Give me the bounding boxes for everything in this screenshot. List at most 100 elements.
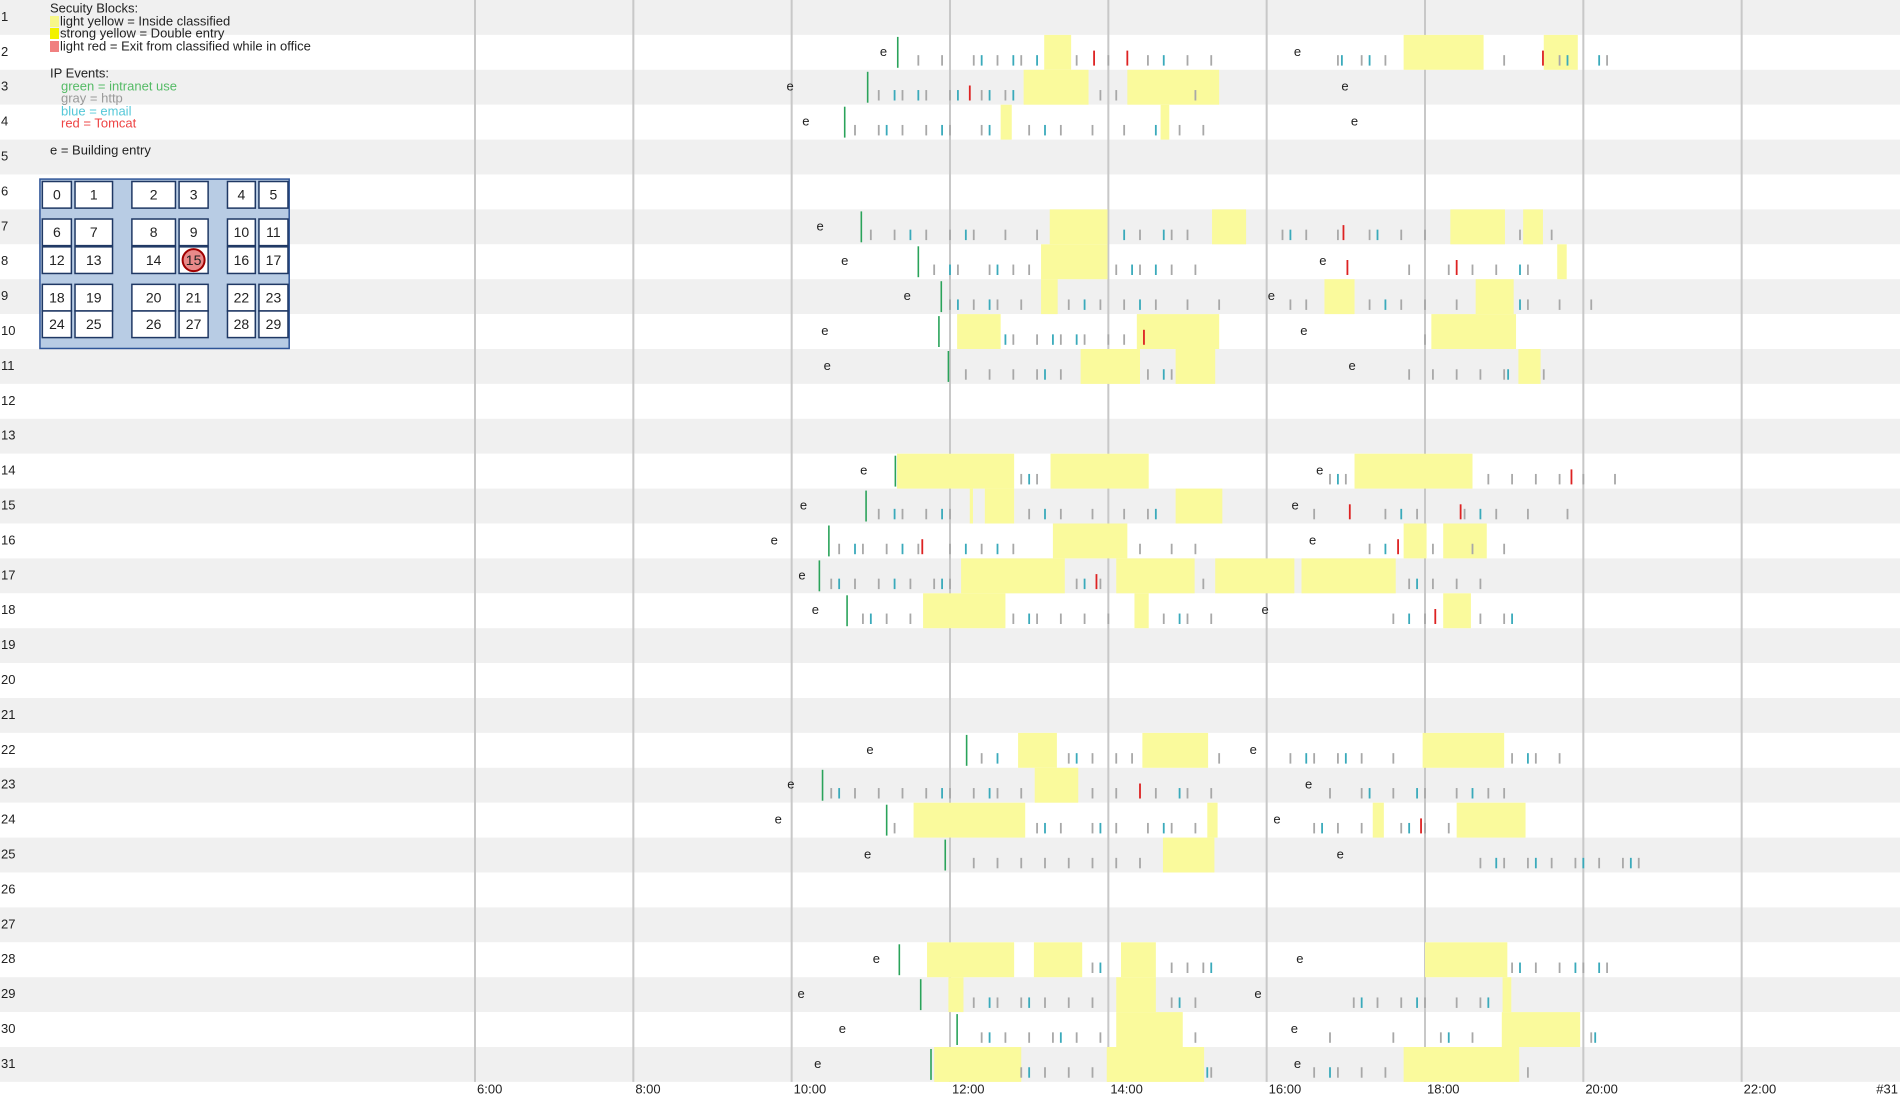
- security-block: [1041, 244, 1108, 280]
- security-block: [1116, 558, 1195, 594]
- building-entry: e: [1300, 323, 1307, 338]
- security-block: [1023, 69, 1089, 105]
- building-entry: e: [880, 44, 887, 59]
- labels: 1234567891011121314151617181920212223242…: [1, 9, 1898, 1096]
- building-entry: e: [798, 986, 805, 1001]
- row-label: 11: [1, 358, 15, 373]
- building-entry: e: [1319, 253, 1326, 268]
- row-label: 21: [1, 707, 15, 722]
- room: [131, 283, 177, 312]
- room-label: 9: [190, 224, 198, 240]
- room-label: 26: [146, 316, 162, 332]
- building-entry: e: [841, 253, 848, 268]
- building-entry: e: [1337, 846, 1344, 861]
- security-block: [1000, 104, 1012, 140]
- room: [131, 310, 177, 339]
- room: [131, 218, 177, 247]
- legend-item: light red = Exit from classified while i…: [60, 38, 311, 53]
- x-tick-label: 22:00: [1744, 1081, 1777, 1096]
- security-block: [969, 488, 973, 524]
- row-label: 18: [1, 602, 15, 617]
- legend-item: green = intranet use: [61, 78, 177, 93]
- room: [74, 310, 114, 339]
- building-entry: e: [786, 79, 793, 94]
- room: [226, 218, 257, 247]
- room-label: 15: [186, 252, 202, 268]
- room-label: 5: [270, 187, 278, 203]
- row-label: 10: [1, 323, 15, 338]
- room: [178, 180, 209, 209]
- room: [131, 180, 177, 209]
- legend-swatch: [50, 16, 59, 27]
- room-label: 3: [190, 187, 198, 203]
- building-entry: e: [798, 567, 805, 582]
- legend-item: strong yellow = Double entry: [60, 25, 225, 40]
- room-label: 12: [49, 252, 65, 268]
- building-entry: e: [800, 497, 807, 512]
- security-block: [1403, 1047, 1520, 1082]
- building-entry: e: [1316, 463, 1323, 478]
- building-entry: e: [821, 323, 828, 338]
- row-label: 16: [1, 532, 15, 547]
- building-entry: e: [824, 358, 831, 373]
- end-label: #31: [1876, 1081, 1898, 1096]
- room: [74, 283, 114, 312]
- row-label: 19: [1, 637, 15, 652]
- row-label: 9: [1, 288, 8, 303]
- building-entry: e: [1292, 497, 1299, 512]
- legend-item: blue = email: [61, 103, 132, 118]
- x-tick-label: 18:00: [1427, 1081, 1460, 1096]
- room-label: 23: [266, 289, 282, 305]
- x-tick-label: 16:00: [1269, 1081, 1302, 1096]
- security-block: [1116, 977, 1156, 1013]
- room: [41, 180, 73, 209]
- room-label: 7: [90, 224, 98, 240]
- room-label: 20: [146, 289, 162, 305]
- row-label: 26: [1, 881, 15, 896]
- room-label: 22: [234, 289, 250, 305]
- room: [258, 246, 289, 275]
- row-label: 22: [1, 742, 15, 757]
- row-label: 3: [1, 79, 8, 94]
- row-label: 13: [1, 428, 15, 443]
- building-entry: e: [802, 114, 809, 129]
- security-block: [896, 453, 1015, 489]
- building-entry: e: [1254, 986, 1261, 1001]
- security-block: [1450, 209, 1505, 245]
- row-label: 30: [1, 1021, 15, 1036]
- room: [226, 246, 257, 275]
- row-label: 1: [1, 9, 8, 24]
- security-block: [1557, 244, 1567, 280]
- security-block: [1425, 942, 1508, 978]
- legend-item: light yellow = Inside classified: [60, 13, 230, 28]
- legend-note: e = Building entry: [50, 142, 151, 157]
- security-block: [1049, 209, 1108, 245]
- legend-swatch: [50, 41, 59, 52]
- security-block: [961, 558, 1065, 594]
- security-block: [927, 942, 1015, 978]
- security-block: [1116, 1012, 1183, 1047]
- security-block: [1121, 942, 1156, 978]
- security-block: [1475, 279, 1514, 315]
- building-entry: e: [1349, 358, 1356, 373]
- room-label: 0: [53, 187, 61, 203]
- row-label: 31: [1, 1056, 15, 1071]
- security-block: [1354, 453, 1473, 489]
- room-label: 28: [234, 316, 250, 332]
- row-label: 12: [1, 393, 15, 408]
- security-block: [1033, 942, 1083, 978]
- building-entry: e: [775, 812, 782, 827]
- security-block: [1443, 523, 1487, 559]
- room: [74, 218, 114, 247]
- building-entry: e: [873, 951, 880, 966]
- security-block: [1301, 558, 1396, 594]
- room-label: 14: [146, 252, 162, 268]
- security-block: [934, 1047, 1022, 1082]
- legend-item: gray = http: [61, 90, 123, 105]
- room-label: 6: [53, 224, 61, 240]
- building-entry: e: [771, 532, 778, 547]
- building-entry: e: [817, 218, 824, 233]
- room-label: 10: [234, 224, 250, 240]
